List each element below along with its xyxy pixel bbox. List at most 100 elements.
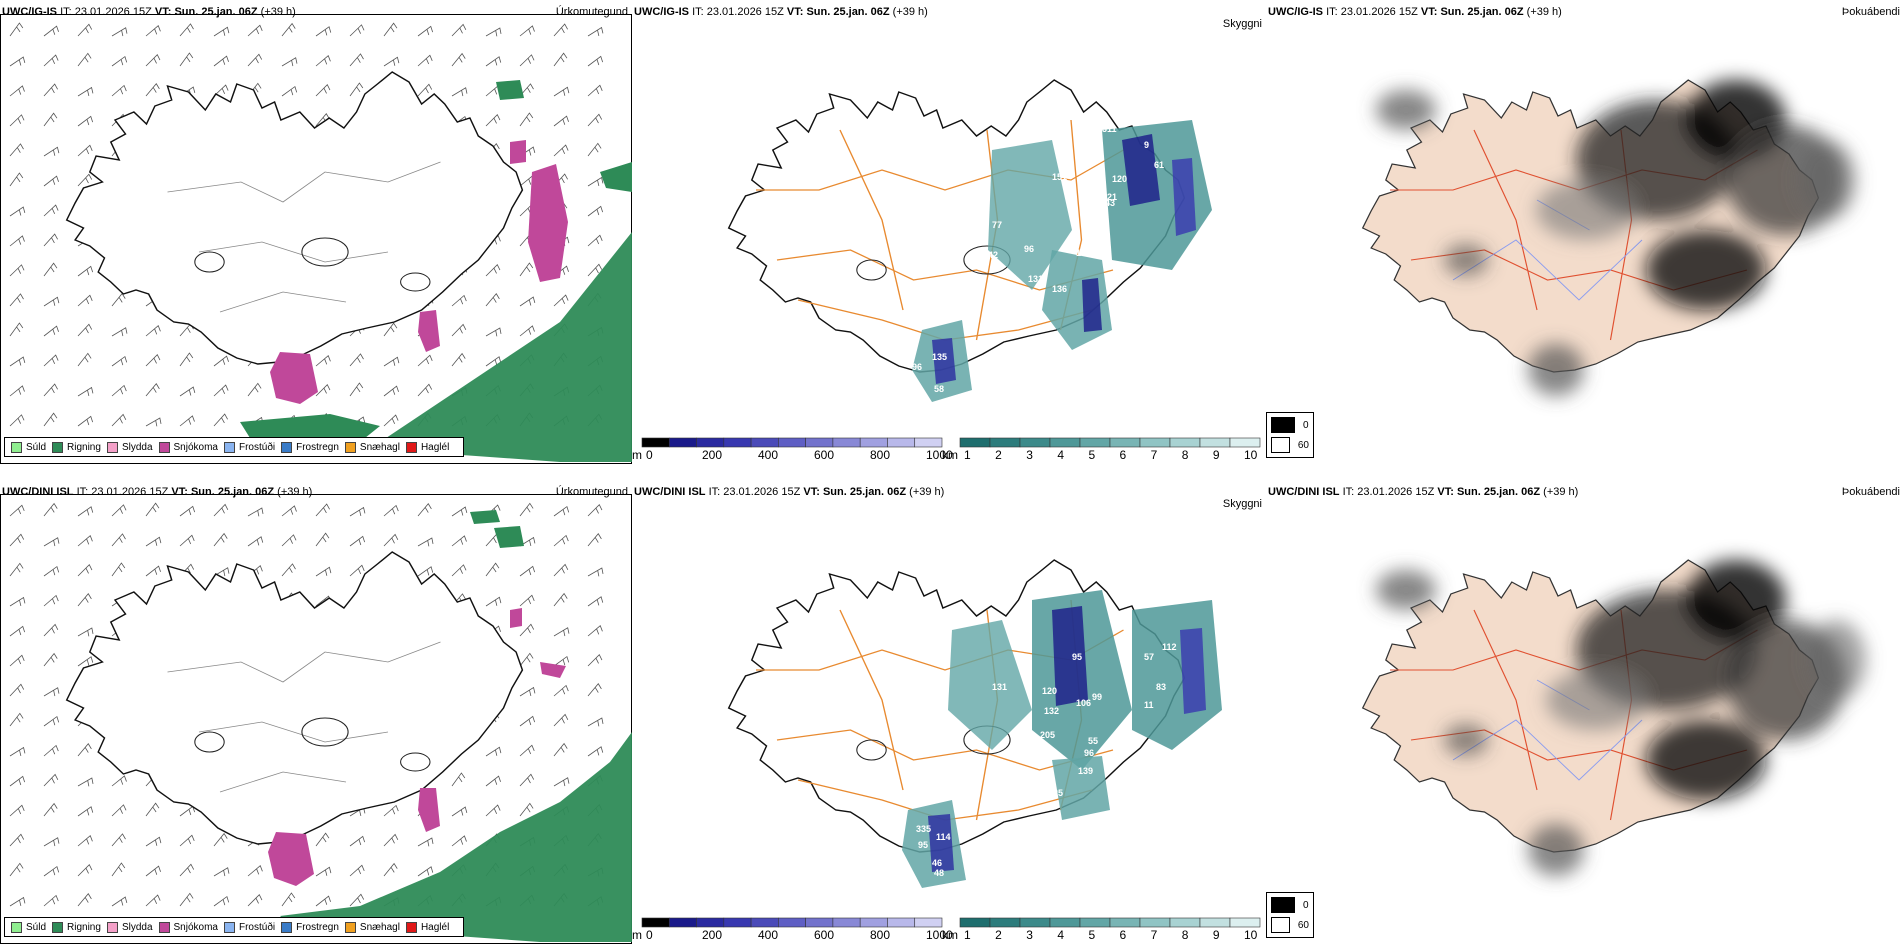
wind-barb — [315, 866, 332, 877]
legend-item: Haglél — [405, 441, 449, 453]
low-vis-area — [1042, 250, 1112, 350]
wind-barb — [281, 563, 296, 577]
colorbar-swatch — [914, 437, 943, 448]
panel-header: UWC/DINI ISL IT: 23.01.2026 15Z VT: Sun.… — [634, 486, 944, 498]
wind-barb — [111, 327, 128, 337]
it-prefix: IT: — [1326, 6, 1338, 18]
wind-barb — [553, 563, 569, 577]
wind-barb — [9, 356, 26, 367]
colorbar-swatch — [750, 437, 779, 448]
colorbar-tick-label: 1 — [964, 448, 971, 462]
wind-barb — [587, 234, 603, 247]
wind-barb — [553, 592, 568, 607]
wind-barb — [9, 862, 24, 877]
wind-barb — [179, 834, 195, 847]
wind-barb — [519, 565, 536, 577]
glacier-outline — [301, 237, 349, 267]
low-vis-area — [1052, 756, 1110, 820]
wind-barb — [111, 413, 127, 427]
cloud-base-label: 135 — [932, 352, 947, 362]
wind-barb — [485, 775, 501, 787]
wind-barb — [9, 114, 25, 127]
wind-barb — [77, 386, 94, 397]
colorbar-swatch — [1139, 437, 1171, 448]
wind-barb — [349, 382, 364, 397]
fog-map — [1362, 79, 1856, 396]
wind-barb — [587, 263, 603, 277]
colorbar-swatch — [959, 917, 991, 928]
wind-barb — [519, 502, 534, 517]
wind-barb — [77, 173, 93, 187]
vt-prefix: VT: — [1437, 486, 1454, 498]
wind-barb — [43, 744, 59, 757]
cloud-base-label: 114 — [936, 832, 951, 842]
colorbar-swatch — [1049, 437, 1081, 448]
wind-barb — [77, 864, 93, 877]
wind-barb — [349, 53, 364, 67]
cloud-base-label: 335 — [916, 824, 931, 834]
legend-item: Frostúði — [223, 441, 275, 453]
wind-barb — [111, 833, 126, 847]
wind-barb — [383, 804, 399, 817]
legend-swatch — [344, 441, 356, 453]
wind-barb — [553, 742, 568, 757]
wind-barb — [111, 504, 127, 517]
colorbar-tick-label: 200 — [702, 448, 723, 462]
lead-time: (+39 h) — [277, 486, 313, 498]
wind-barb — [485, 114, 501, 127]
colorbar-tick-label: 4 — [1057, 448, 1065, 462]
wind-barb — [43, 652, 58, 667]
wind-barb — [485, 327, 502, 337]
wind-barb — [519, 594, 535, 607]
cloud-base-label: 106 — [1076, 698, 1091, 708]
wind-barb — [111, 862, 126, 877]
wind-barb — [43, 112, 58, 127]
wind-barb — [247, 382, 262, 397]
wind-barb — [9, 264, 25, 277]
wind-barb — [247, 865, 263, 877]
wind-barb — [553, 23, 568, 37]
panel-header: UWC/DINI ISL IT: 23.01.2026 15Z VT: Sun.… — [1268, 486, 1578, 498]
lead-time: (+39 h) — [892, 6, 928, 18]
cloud-base-label: 139 — [1078, 766, 1093, 776]
wind-barb — [179, 352, 194, 367]
wind-barb — [9, 414, 25, 427]
wind-barb — [179, 863, 195, 877]
wind-barb — [43, 354, 59, 367]
wind-barb — [43, 715, 60, 727]
legend-swatch — [281, 441, 293, 453]
vt-prefix: VT: — [171, 486, 188, 498]
wind-barb — [247, 536, 264, 547]
cloud-base-label: 136 — [1052, 284, 1067, 294]
wind-barb — [77, 115, 94, 127]
wind-barb — [383, 56, 400, 67]
wind-barb — [349, 535, 366, 547]
wind-barb — [9, 683, 25, 697]
snow-area — [540, 662, 566, 678]
vt-value: Sun. 25.jan. 06Z — [190, 486, 275, 498]
vt-prefix: VT: — [803, 486, 820, 498]
wind-barb — [519, 773, 535, 787]
wind-barb — [77, 86, 94, 97]
wind-barb — [43, 262, 58, 277]
wind-barb — [519, 686, 536, 697]
it-prefix: IT: — [708, 486, 721, 498]
ceiling-colorbar-swatches — [641, 437, 943, 448]
snow-area — [510, 608, 522, 628]
low-vis-area — [1132, 600, 1222, 750]
vt-value: Sun. 25.jan. 06Z — [1456, 486, 1541, 498]
wind-barb — [519, 744, 535, 757]
wind-barb — [43, 325, 59, 337]
wind-barb — [485, 293, 500, 307]
wind-barb — [111, 55, 128, 67]
wind-barb — [587, 55, 604, 67]
fog-legend: 0 60 — [1266, 892, 1314, 938]
legend-item: Rigning — [52, 921, 101, 933]
snow-area — [418, 788, 440, 832]
wind-barb — [9, 533, 25, 547]
wind-barb — [315, 84, 331, 97]
colorbar-tick-label: 8 — [1181, 928, 1189, 942]
cloud-base-label: 131 — [1028, 274, 1043, 284]
cloud-base-label: 120 — [1112, 174, 1127, 184]
